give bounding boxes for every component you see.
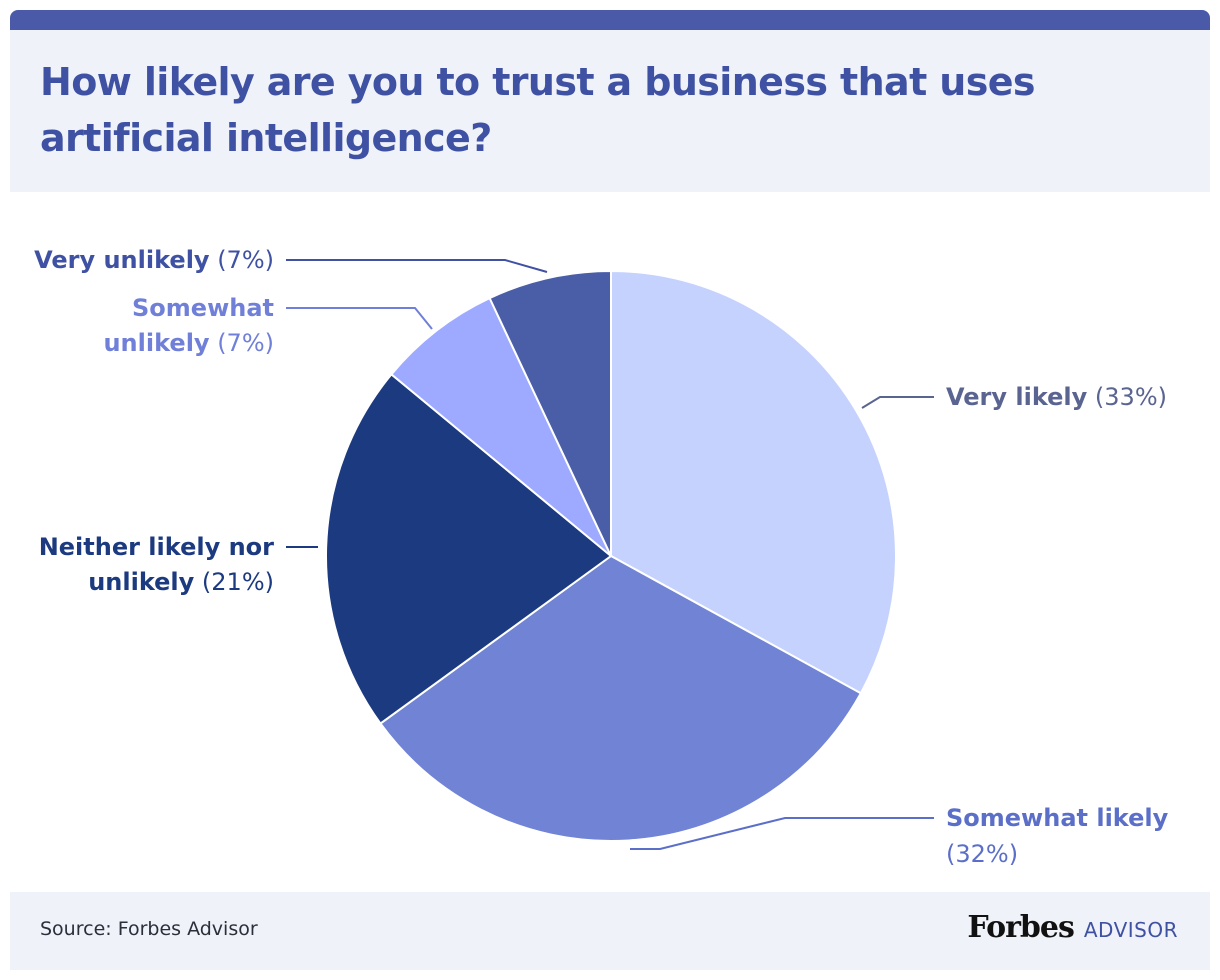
- leader-line-very-unlikely: [286, 259, 548, 273]
- header-accent-bar: [10, 10, 1210, 30]
- data-label-somewhat-unlikely-line2: unlikely (7%): [103, 329, 274, 357]
- data-label-very-likely: Very likely (33%): [946, 383, 1167, 411]
- data-label-somewhat-unlikely-line1: Somewhat: [132, 294, 274, 322]
- logo-advisor-text: ADVISOR: [1083, 918, 1178, 942]
- data-label-very-unlikely: Very unlikely (7%): [34, 246, 274, 274]
- pie-slice-somewhat-likely: [379, 554, 863, 842]
- chart-title: How likely are you to trust a business t…: [40, 60, 1036, 160]
- data-label-neither-likely-nor-unlikely-line2: unlikely (21%): [88, 568, 274, 596]
- source-note: Source: Forbes Advisor: [40, 918, 258, 940]
- logo-forbes-text: Forbes: [967, 910, 1074, 945]
- pie-slice-very-unlikely: [488, 269, 612, 557]
- pie-slice-neither-likely-nor-unlikely: [325, 372, 613, 725]
- footer: Source: Forbes Advisor Forbes ADVISOR: [10, 892, 1210, 970]
- pie-chart: Very likely (33%) Somewhat likely (32%) Nei…: [34, 246, 1169, 868]
- forbes-advisor-logo: Forbes ADVISOR: [967, 910, 1178, 945]
- data-label-somewhat-likely-line1: Somewhat likely: [946, 804, 1169, 832]
- data-label-somewhat-likely-line2: (32%): [946, 840, 1018, 868]
- leader-line-very-likely: [861, 396, 934, 409]
- header: How likely are you to trust a business t…: [10, 30, 1210, 192]
- leader-line-somewhat-unlikely: [286, 307, 433, 330]
- pie-slice-somewhat-unlikely: [389, 296, 612, 557]
- pie-slice-very-likely: [610, 269, 897, 695]
- leader-line-somewhat-likely: [630, 817, 934, 850]
- data-label-neither-likely-nor-unlikely-line1: Neither likely nor: [39, 533, 274, 561]
